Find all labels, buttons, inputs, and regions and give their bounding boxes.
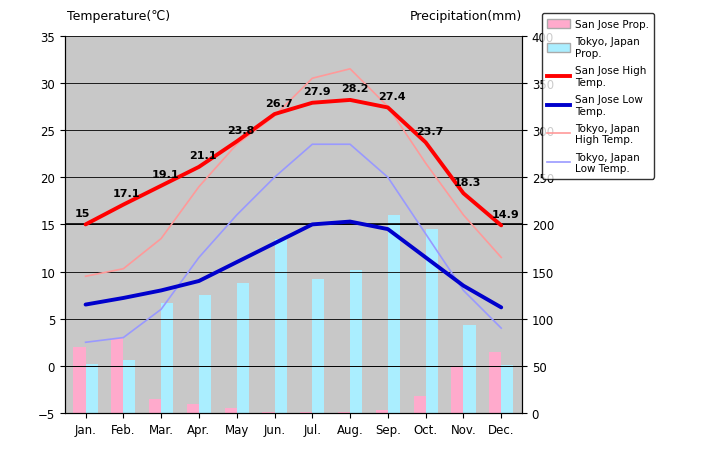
Bar [489, 352, 501, 413]
Bar [237, 283, 249, 413]
Bar [388, 215, 400, 413]
Bar [300, 412, 312, 413]
Bar [464, 325, 475, 413]
Bar [501, 365, 513, 413]
Text: 21.1: 21.1 [189, 151, 217, 161]
Text: 23.8: 23.8 [228, 126, 255, 135]
Text: 28.2: 28.2 [341, 84, 368, 94]
Bar [225, 409, 237, 413]
Text: 27.9: 27.9 [303, 87, 330, 97]
Bar [350, 270, 362, 413]
Text: Precipitation(mm): Precipitation(mm) [410, 10, 522, 22]
Bar [149, 399, 161, 413]
Text: 23.7: 23.7 [416, 127, 444, 137]
Text: 15: 15 [75, 208, 91, 218]
Bar [312, 280, 325, 413]
Bar [426, 230, 438, 413]
Bar [199, 296, 211, 413]
Bar [112, 338, 123, 413]
Text: 17.1: 17.1 [113, 189, 140, 199]
Bar [262, 412, 274, 413]
Text: 26.7: 26.7 [265, 98, 293, 108]
Bar [274, 239, 287, 413]
Text: 14.9: 14.9 [492, 209, 520, 219]
Bar [73, 347, 86, 413]
Text: 19.1: 19.1 [152, 170, 179, 180]
Text: 27.4: 27.4 [379, 92, 406, 102]
Bar [187, 404, 199, 413]
Bar [86, 364, 98, 413]
Bar [413, 396, 426, 413]
Bar [451, 366, 464, 413]
Bar [123, 360, 135, 413]
Text: 18.3: 18.3 [454, 178, 482, 187]
Bar [161, 303, 174, 413]
Legend: San Jose Prop., Tokyo, Japan
Prop., San Jose High
Temp., San Jose Low
Temp., Tok: San Jose Prop., Tokyo, Japan Prop., San … [541, 14, 654, 179]
Text: Temperature(℃): Temperature(℃) [67, 10, 170, 22]
Bar [376, 410, 388, 413]
Bar [338, 412, 350, 413]
